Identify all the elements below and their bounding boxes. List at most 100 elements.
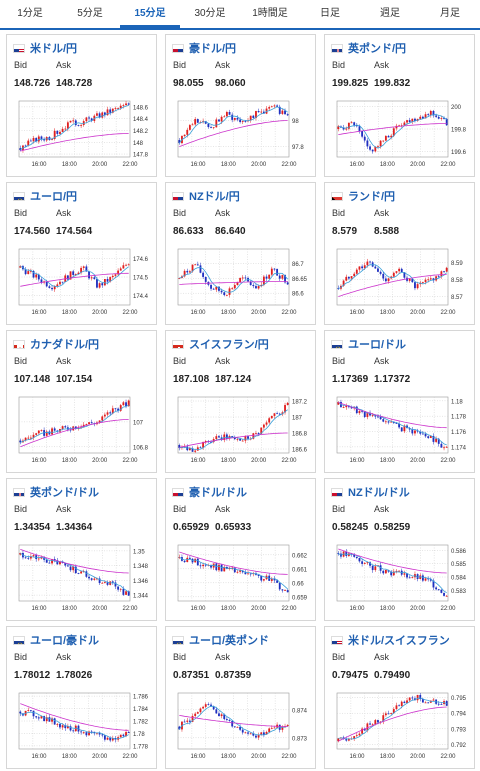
rate-card[interactable]: スイスフラン/円 Bid Ask 187.108 187.124 187.2 18… bbox=[165, 330, 316, 473]
currency-pair-link[interactable]: 豪ドル/円 bbox=[189, 43, 237, 55]
currency-pair-link[interactable]: 米ドル/円 bbox=[30, 43, 78, 55]
candle-body bbox=[98, 578, 101, 584]
candlestick-chart[interactable]: 107 106.8 16:00 18:00 20:00 22:00 bbox=[7, 391, 158, 469]
candlestick-chart[interactable]: 1.786 1.784 1.782 1.78 1.778 16:00 18:00 20:00 2… bbox=[7, 687, 158, 765]
currency-pair-link[interactable]: 英ポンド/ドル bbox=[30, 487, 100, 499]
candle-body bbox=[125, 103, 127, 106]
candle-body bbox=[342, 407, 345, 408]
tab-0[interactable]: 1分足 bbox=[17, 8, 43, 19]
candlestick-chart[interactable]: 1.18 1.178 1.176 1.174 16:00 18:00 20:00 22:00 bbox=[325, 391, 476, 469]
rate-card[interactable]: ユーロ/ドル Bid Ask 1.17369 1.17372 1.18 1.178… bbox=[324, 330, 475, 473]
rate-card[interactable]: 米ドル/円 Bid Ask 148.726 148.728 148.6 148.4… bbox=[6, 34, 157, 177]
currency-pair-link[interactable]: NZドル/円 bbox=[189, 191, 240, 203]
rate-card[interactable]: 米ドル/スイスフラン Bid Ask 0.79475 0.79490 0.795… bbox=[324, 626, 475, 769]
y-tick-label: 187 bbox=[292, 416, 303, 422]
rate-card[interactable]: 英ポンド/ドル Bid Ask 1.34354 1.34364 1.35 1.34… bbox=[6, 478, 157, 621]
currency-pair-link[interactable]: 米ドル/スイスフラン bbox=[348, 635, 450, 647]
tab-7[interactable]: 月足 bbox=[440, 8, 460, 19]
candle-body bbox=[369, 146, 371, 150]
candle-body bbox=[424, 578, 427, 581]
rate-card[interactable]: NZドル/円 Bid Ask 86.633 86.640 86.7 86.65 86… bbox=[165, 182, 316, 325]
candle-body bbox=[27, 140, 30, 146]
x-tick-label: 20:00 bbox=[251, 458, 267, 464]
rate-card[interactable]: NZドル/ドル Bid Ask 0.58245 0.58259 0.586 0.5… bbox=[324, 478, 475, 621]
rate-card[interactable]: ランド/円 Bid Ask 8.579 8.588 8.59 8.58 8.57 16… bbox=[324, 182, 475, 325]
candle-body bbox=[241, 121, 244, 123]
rate-card[interactable]: 豪ドル/円 Bid Ask 98.055 98.060 98 97.8 16:00 1… bbox=[165, 34, 316, 177]
candle-body bbox=[437, 703, 440, 705]
candlestick-chart[interactable]: 1.35 1.348 1.346 1.344 16:00 18:00 20:00 22:00 bbox=[7, 539, 158, 617]
currency-pair-link[interactable]: NZドル/ドル bbox=[348, 487, 410, 499]
candlestick-chart[interactable]: 187.2 187 186.8 186.6 16:00 18:00 20:00 22:00 bbox=[166, 391, 317, 469]
candlestick-chart[interactable]: 98 97.8 16:00 18:00 20:00 22:00 bbox=[166, 95, 317, 173]
candle-body bbox=[265, 422, 268, 425]
y-tick-label: 1.346 bbox=[133, 579, 149, 585]
candle-body bbox=[347, 739, 350, 741]
currency-pair-link[interactable]: 豪ドル/ドル bbox=[189, 487, 248, 499]
candlestick-chart[interactable]: 0.795 0.794 0.793 0.792 16:00 18:00 20:00 22:00 bbox=[325, 687, 476, 765]
candle-body bbox=[199, 565, 202, 567]
candlestick-chart[interactable]: 148.6 148.4 148.2 148 147.8 16:00 18:00 20:00 22… bbox=[7, 95, 158, 173]
tab-3[interactable]: 30分足 bbox=[194, 8, 226, 19]
candle-body bbox=[236, 282, 239, 285]
candle-body bbox=[427, 702, 430, 704]
candle-body bbox=[241, 729, 244, 733]
rate-card[interactable]: ユーロ/英ポンド Bid Ask 0.87351 0.87359 0.874 0.… bbox=[165, 626, 316, 769]
candle-body bbox=[106, 109, 109, 116]
candle-body bbox=[77, 573, 80, 574]
tab-6[interactable]: 週足 bbox=[380, 8, 400, 19]
candle-body bbox=[432, 110, 435, 116]
candle-body bbox=[432, 699, 435, 701]
candle-body bbox=[390, 571, 393, 576]
candle-body bbox=[29, 270, 32, 272]
tab-5[interactable]: 日足 bbox=[320, 8, 340, 19]
candle-body bbox=[284, 275, 286, 283]
candlestick-chart[interactable]: 86.7 86.65 86.6 16:00 18:00 20:00 22:00 bbox=[166, 243, 317, 321]
candle-body bbox=[371, 565, 374, 571]
rate-card[interactable]: カナダドル/円 Bid Ask 107.148 107.154 107 106.8… bbox=[6, 330, 157, 473]
tab-4[interactable]: 1時間足 bbox=[252, 8, 288, 19]
candle-body bbox=[223, 116, 226, 118]
candle-body bbox=[260, 575, 263, 581]
candlestick-chart[interactable]: 200 199.8 199.6 16:00 18:00 20:00 22:00 bbox=[325, 95, 476, 173]
candle-body bbox=[59, 561, 61, 565]
currency-pair-link[interactable]: 英ポンド/円 bbox=[348, 43, 407, 55]
rate-card[interactable]: 豪ドル/ドル Bid Ask 0.65929 0.65933 0.662 0.66… bbox=[165, 478, 316, 621]
candle-body bbox=[249, 733, 252, 735]
candlestick-chart[interactable]: 0.662 0.661 0.66 0.659 16:00 18:00 20:00 22:00 bbox=[166, 539, 317, 617]
ma-short-line bbox=[20, 711, 129, 740]
candlestick-chart[interactable]: 0.874 0.873 16:00 18:00 20:00 22:00 bbox=[166, 687, 317, 765]
candle-body bbox=[111, 581, 114, 583]
currency-pair-link[interactable]: ユーロ/英ポンド bbox=[189, 635, 270, 647]
currency-pair-link[interactable]: ユーロ/ドル bbox=[348, 339, 407, 351]
candle-body bbox=[374, 415, 377, 417]
candle-body bbox=[241, 570, 244, 573]
candle-body bbox=[353, 554, 356, 557]
candlestick-chart[interactable]: 174.6 174.5 174.4 16:00 18:00 20:00 22:00 bbox=[7, 243, 158, 321]
bid-label: Bid bbox=[14, 504, 28, 514]
currency-pair-link[interactable]: ユーロ/円 bbox=[30, 191, 78, 203]
timeframe-tabs: 1分足 5分足 15分足 30分足 1時間足 日足 週足 月足 bbox=[0, 0, 480, 30]
tab-2[interactable]: 15分足 bbox=[120, 0, 180, 28]
candle-body bbox=[183, 134, 186, 137]
candlestick-chart[interactable]: 0.586 0.585 0.584 0.583 16:00 18:00 20:00 22:00 bbox=[325, 539, 476, 617]
candle-body bbox=[85, 266, 88, 272]
y-tick-label: 148.6 bbox=[133, 105, 149, 111]
tab-1[interactable]: 5分足 bbox=[77, 8, 103, 19]
candle-body bbox=[445, 446, 448, 448]
candlestick-chart[interactable]: 8.59 8.58 8.57 16:00 18:00 20:00 22:00 bbox=[325, 243, 476, 321]
rate-card[interactable]: 英ポンド/円 Bid Ask 199.825 199.832 200 199.8 1… bbox=[324, 34, 475, 177]
bid-value: 187.108 bbox=[173, 374, 210, 385]
currency-pair-link[interactable]: カナダドル/円 bbox=[30, 339, 100, 351]
y-tick-label: 86.65 bbox=[292, 277, 308, 283]
currency-pair-link[interactable]: スイスフラン/円 bbox=[189, 339, 269, 351]
candle-body bbox=[384, 713, 387, 716]
rate-card[interactable]: ユーロ/円 Bid Ask 174.560 174.564 174.6 174.5… bbox=[6, 182, 157, 325]
candle-body bbox=[363, 728, 366, 731]
y-tick-label: 97.8 bbox=[292, 145, 304, 151]
candle-body bbox=[281, 275, 284, 279]
currency-pair-link[interactable]: ランド/円 bbox=[348, 191, 396, 203]
currency-pair-link[interactable]: ユーロ/豪ドル bbox=[30, 635, 100, 647]
candle-body bbox=[32, 555, 35, 557]
rate-card[interactable]: ユーロ/豪ドル Bid Ask 1.78012 1.78026 1.786 1.7… bbox=[6, 626, 157, 769]
